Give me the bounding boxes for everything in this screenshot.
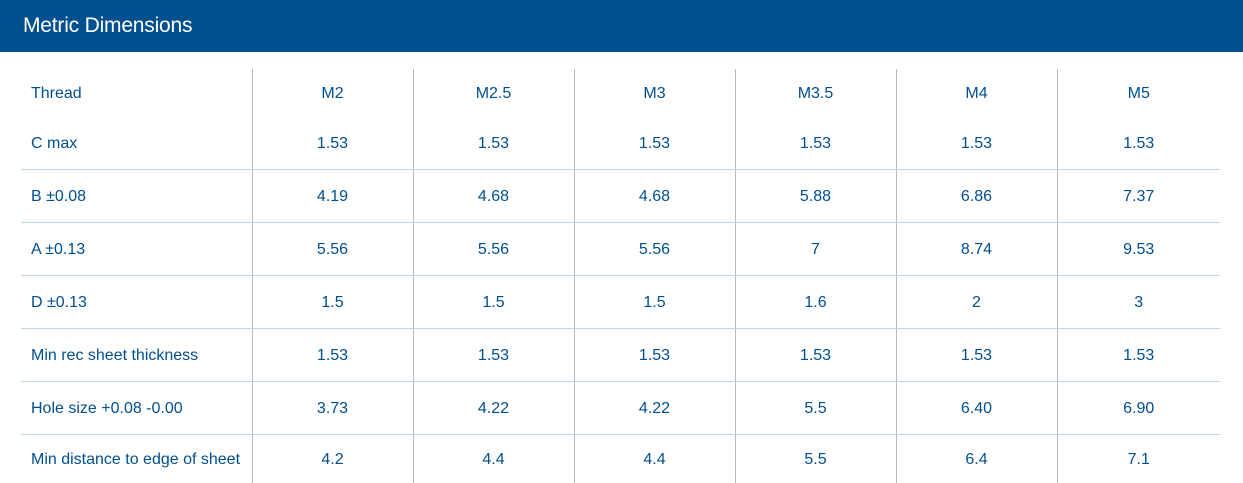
table-cell: 3 xyxy=(1057,276,1220,329)
metric-dimensions-table: Thread M2 M2.5 M3 M3.5 M4 M5 C max 1.53 … xyxy=(21,69,1220,483)
table-cell: 5.56 xyxy=(252,223,413,276)
table-row: Min distance to edge of sheet 4.2 4.4 4.… xyxy=(21,435,1220,483)
table-cell: 6.4 xyxy=(896,435,1057,483)
table-cell: 4.22 xyxy=(574,382,735,435)
column-header: M2 xyxy=(252,69,413,117)
table-row: Hole size +0.08 -0.00 3.73 4.22 4.22 5.5… xyxy=(21,382,1220,435)
table-cell: 4.19 xyxy=(252,170,413,223)
table-cell: 3.73 xyxy=(252,382,413,435)
table-cell: 5.5 xyxy=(735,382,896,435)
table-cell: 2 xyxy=(896,276,1057,329)
table-cell: 6.90 xyxy=(1057,382,1220,435)
row-label: B ±0.08 xyxy=(21,170,252,223)
column-header: M3.5 xyxy=(735,69,896,117)
table-cell: 4.4 xyxy=(413,435,574,483)
table-cell: 9.53 xyxy=(1057,223,1220,276)
table-cell: 1.53 xyxy=(1057,329,1220,382)
table-row: D ±0.13 1.5 1.5 1.5 1.6 2 3 xyxy=(21,276,1220,329)
table-cell: 7.37 xyxy=(1057,170,1220,223)
table-cell: 1.53 xyxy=(574,329,735,382)
page-title: Metric Dimensions xyxy=(23,13,192,39)
table-cell: 1.53 xyxy=(574,117,735,170)
table-header-row: Thread M2 M2.5 M3 M3.5 M4 M5 xyxy=(21,69,1220,117)
table-cell: 1.5 xyxy=(252,276,413,329)
table-cell: 7.1 xyxy=(1057,435,1220,483)
table-cell: 1.53 xyxy=(896,329,1057,382)
table-cell: 1.5 xyxy=(413,276,574,329)
column-header: M5 xyxy=(1057,69,1220,117)
table-cell: 4.22 xyxy=(413,382,574,435)
table-row: B ±0.08 4.19 4.68 4.68 5.88 6.86 7.37 xyxy=(21,170,1220,223)
column-header: M2.5 xyxy=(413,69,574,117)
table-cell: 1.53 xyxy=(252,329,413,382)
table-cell: 8.74 xyxy=(896,223,1057,276)
table-cell: 1.53 xyxy=(735,117,896,170)
table-cell: 1.6 xyxy=(735,276,896,329)
column-header: M4 xyxy=(896,69,1057,117)
table-cell: 5.88 xyxy=(735,170,896,223)
table-cell: 6.86 xyxy=(896,170,1057,223)
row-header-label: Thread xyxy=(21,69,252,117)
header-bar: Metric Dimensions xyxy=(0,0,1243,52)
table-cell: 4.4 xyxy=(574,435,735,483)
table-row: Min rec sheet thickness 1.53 1.53 1.53 1… xyxy=(21,329,1220,382)
table-row: C max 1.53 1.53 1.53 1.53 1.53 1.53 xyxy=(21,117,1220,170)
table-cell: 1.53 xyxy=(1057,117,1220,170)
table-cell: 1.53 xyxy=(896,117,1057,170)
column-header: M3 xyxy=(574,69,735,117)
row-label: A ±0.13 xyxy=(21,223,252,276)
row-label: C max xyxy=(21,117,252,170)
table-cell: 5.56 xyxy=(574,223,735,276)
table-cell: 1.5 xyxy=(574,276,735,329)
table-cell: 1.53 xyxy=(735,329,896,382)
table-row: A ±0.13 5.56 5.56 5.56 7 8.74 9.53 xyxy=(21,223,1220,276)
table-cell: 4.68 xyxy=(413,170,574,223)
table-cell: 4.2 xyxy=(252,435,413,483)
table-cell: 4.68 xyxy=(574,170,735,223)
table-cell: 5.56 xyxy=(413,223,574,276)
table-cell: 6.40 xyxy=(896,382,1057,435)
table-cell: 1.53 xyxy=(413,117,574,170)
row-label: Min rec sheet thickness xyxy=(21,329,252,382)
table-cell: 7 xyxy=(735,223,896,276)
row-label: Min distance to edge of sheet xyxy=(21,435,252,483)
row-label: Hole size +0.08 -0.00 xyxy=(21,382,252,435)
table-cell: 1.53 xyxy=(252,117,413,170)
table-cell: 1.53 xyxy=(413,329,574,382)
row-label: D ±0.13 xyxy=(21,276,252,329)
table-cell: 5.5 xyxy=(735,435,896,483)
